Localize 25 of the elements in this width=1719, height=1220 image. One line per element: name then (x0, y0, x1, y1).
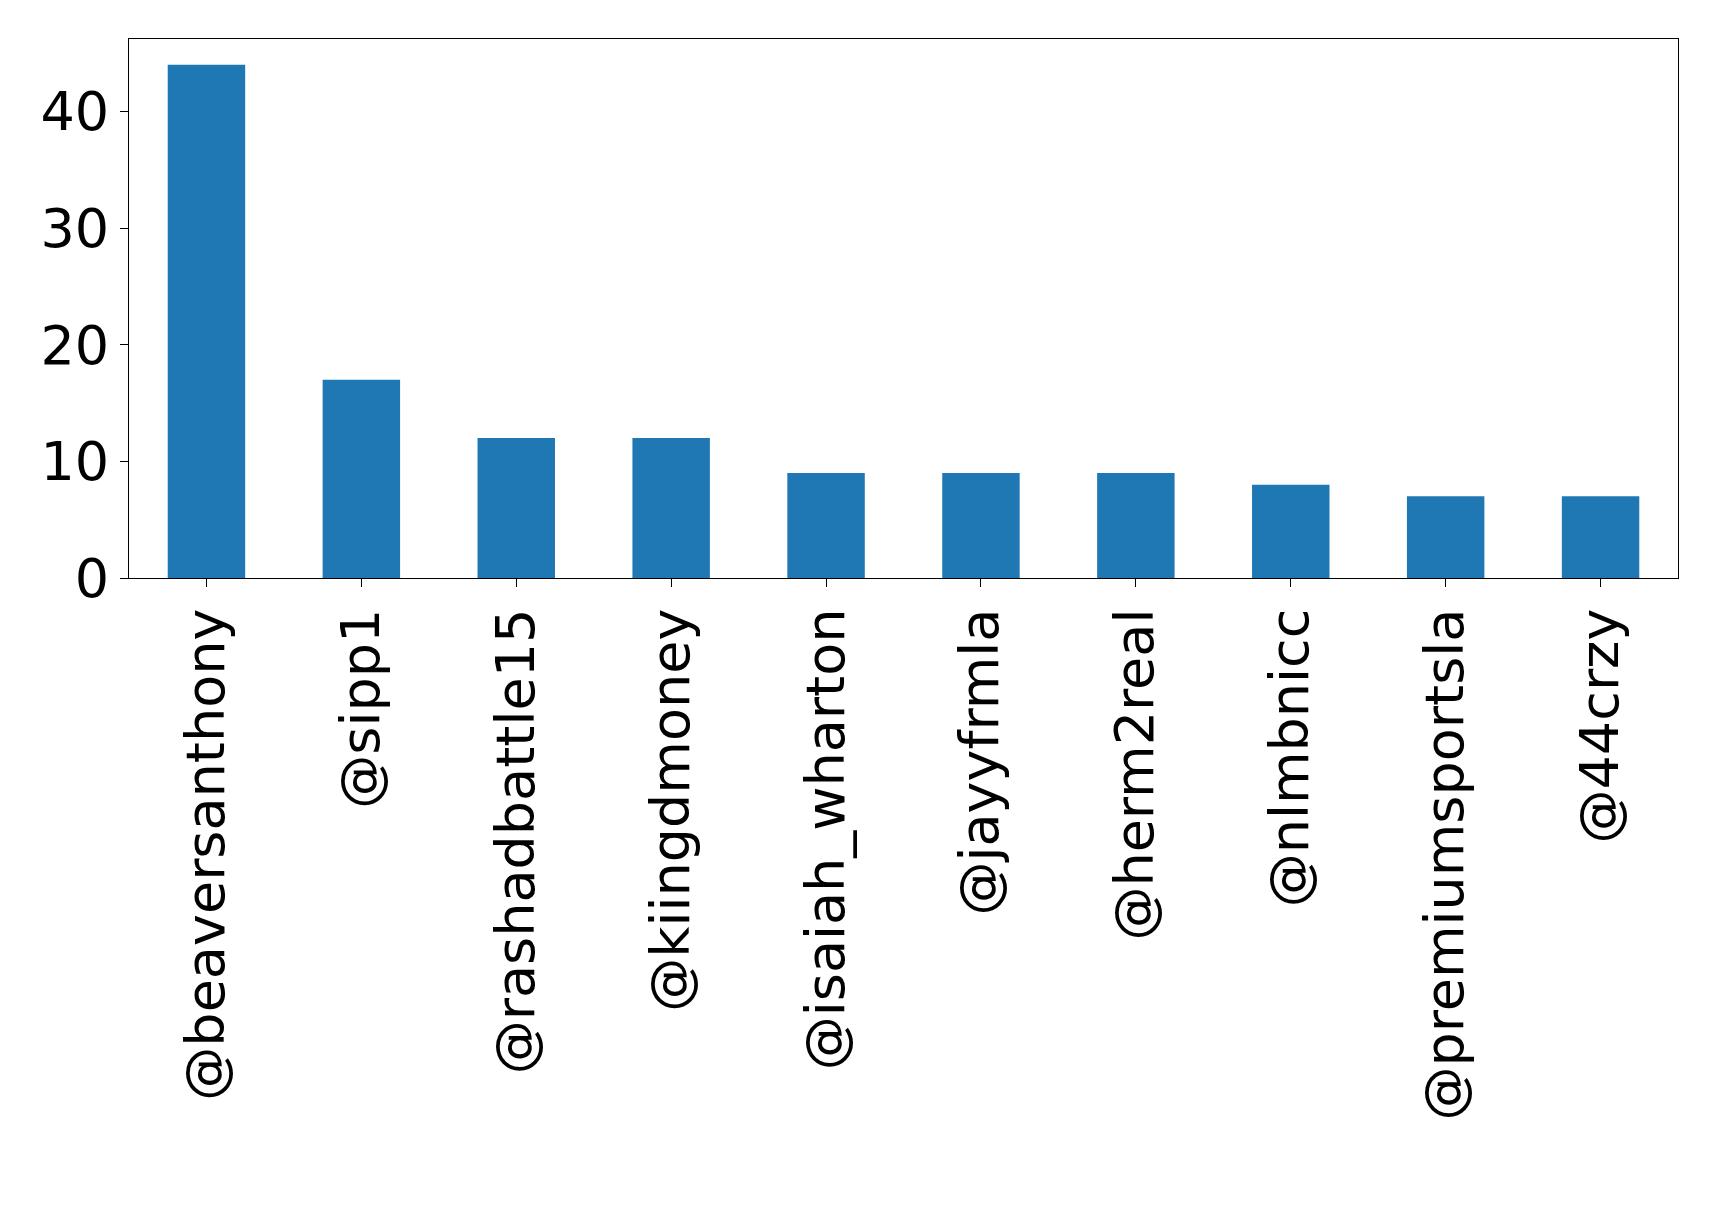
x-tick-label: @kiingdmoney (638, 608, 702, 1012)
x-tick-label: @jayyfrmla (948, 608, 1012, 916)
y-tick-label: 10 (40, 430, 110, 494)
bar (1561, 496, 1640, 578)
bar (1097, 473, 1175, 578)
y-tick-label: 40 (40, 80, 110, 144)
bar (167, 64, 246, 578)
x-tick-label: @44crzy (1568, 608, 1632, 844)
bar (1252, 484, 1330, 578)
y-tick-label: 30 (40, 196, 110, 260)
x-tick-label: @sipp1 (328, 608, 392, 809)
bar (942, 473, 1020, 578)
bar (477, 438, 555, 578)
y-tick-label: 0 (74, 546, 110, 610)
x-tick-label: @beaversanthony (174, 608, 237, 1101)
x-tick-label: @premiumsportsla (1413, 608, 1477, 1121)
bar (1406, 496, 1485, 578)
y-tick-label: 20 (40, 313, 110, 377)
bar (322, 379, 401, 578)
x-tick-label: @herm2real (1103, 608, 1167, 941)
bar (632, 438, 710, 578)
x-tick-label: @isaiah_wharton (793, 608, 857, 1071)
x-tick-label: @rashadbattle15 (483, 608, 547, 1075)
bar (787, 473, 865, 578)
x-tick-label: @nlmbnicc (1258, 608, 1322, 908)
